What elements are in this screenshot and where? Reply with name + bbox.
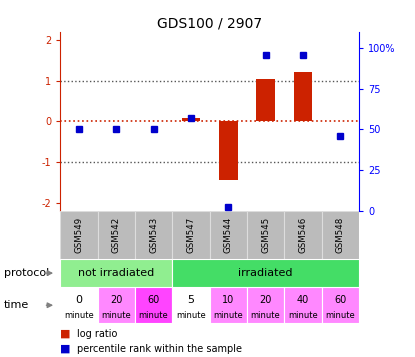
Text: time: time: [4, 300, 29, 310]
Text: log ratio: log ratio: [77, 329, 117, 339]
Text: 40: 40: [297, 295, 309, 305]
Title: GDS100 / 2907: GDS100 / 2907: [157, 17, 262, 31]
Text: GSM547: GSM547: [186, 217, 195, 253]
Text: percentile rank within the sample: percentile rank within the sample: [77, 344, 242, 354]
Bar: [210, 287, 247, 323]
Bar: [135, 211, 172, 259]
Text: GSM545: GSM545: [261, 217, 270, 253]
Text: protocol: protocol: [4, 268, 49, 278]
Text: minute: minute: [288, 311, 318, 320]
Bar: [60, 211, 98, 259]
Bar: [98, 287, 135, 323]
Bar: [284, 211, 322, 259]
Text: GSM544: GSM544: [224, 217, 233, 253]
Bar: [247, 211, 284, 259]
Bar: [322, 211, 359, 259]
Text: 10: 10: [222, 295, 234, 305]
Bar: [172, 211, 210, 259]
Text: minute: minute: [213, 311, 243, 320]
Bar: [172, 287, 210, 323]
Text: not irradiated: not irradiated: [78, 268, 154, 278]
Text: minute: minute: [101, 311, 131, 320]
Bar: [98, 211, 135, 259]
Text: 5: 5: [188, 295, 194, 305]
Text: 60: 60: [334, 295, 347, 305]
Text: 20: 20: [110, 295, 122, 305]
Text: GSM542: GSM542: [112, 217, 121, 253]
Bar: [60, 259, 172, 287]
Bar: [172, 259, 359, 287]
Bar: [294, 72, 312, 121]
Bar: [247, 287, 284, 323]
Text: minute: minute: [251, 311, 281, 320]
Text: minute: minute: [64, 311, 94, 320]
Bar: [60, 287, 98, 323]
Text: minute: minute: [139, 311, 168, 320]
Text: GSM549: GSM549: [74, 217, 83, 253]
Text: irradiated: irradiated: [238, 268, 293, 278]
Text: 60: 60: [147, 295, 160, 305]
Text: minute: minute: [325, 311, 355, 320]
Bar: [210, 211, 247, 259]
Text: GSM548: GSM548: [336, 217, 345, 253]
Text: ■: ■: [60, 329, 71, 339]
Text: 20: 20: [259, 295, 272, 305]
Text: GSM543: GSM543: [149, 217, 158, 253]
Bar: [219, 121, 237, 180]
Text: GSM546: GSM546: [298, 217, 308, 253]
Bar: [284, 287, 322, 323]
Bar: [256, 79, 275, 121]
Text: 0: 0: [76, 295, 82, 305]
Text: ■: ■: [60, 344, 71, 354]
Bar: [322, 287, 359, 323]
Bar: [181, 118, 200, 121]
Text: minute: minute: [176, 311, 206, 320]
Bar: [135, 287, 172, 323]
